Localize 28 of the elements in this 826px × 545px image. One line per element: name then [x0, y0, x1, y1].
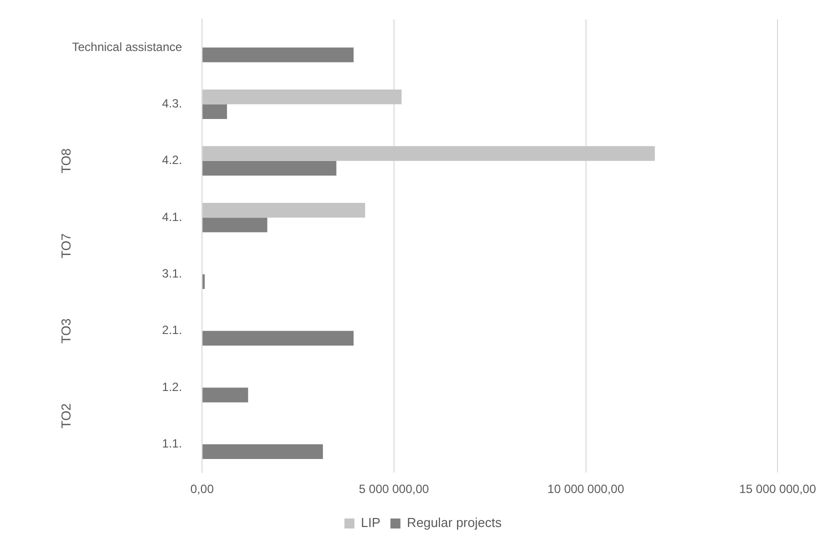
- legend-label: Regular projects: [406, 515, 502, 530]
- text: TO7: [58, 233, 74, 258]
- text: TO2: [58, 403, 74, 428]
- bar: [202, 48, 354, 62]
- bar: [202, 146, 655, 161]
- bar: [202, 444, 323, 459]
- y-tick-label: 2.1.: [162, 323, 182, 338]
- y-tick-label: Technical assistance: [72, 40, 182, 54]
- y-tick-label: 3.1.: [162, 266, 182, 281]
- y-tick-label: 4.1.: [162, 210, 182, 224]
- x-tick-label: 10 000 000,00: [547, 482, 624, 496]
- bar: [202, 388, 248, 402]
- bar: [202, 89, 402, 104]
- y-tick-label: 4.2.: [162, 153, 182, 168]
- bar: [202, 218, 268, 232]
- x-tick-label: 5 000 000,00: [358, 482, 430, 496]
- text: TO8: [58, 148, 74, 174]
- bar: [202, 160, 336, 176]
- y-tick-label: 1.1.: [162, 436, 182, 451]
- bar: [202, 330, 354, 346]
- y-tick-label: 4.3.: [162, 96, 182, 111]
- text: TO3: [58, 318, 74, 344]
- bar: [202, 104, 227, 119]
- x-tick-label: 0,00: [190, 482, 214, 496]
- legend-label: LIP: [360, 515, 380, 530]
- x-tick-label: 15 000 000,00: [739, 482, 816, 496]
- bar: [202, 202, 366, 218]
- y-tick-label: 1.2.: [162, 380, 182, 394]
